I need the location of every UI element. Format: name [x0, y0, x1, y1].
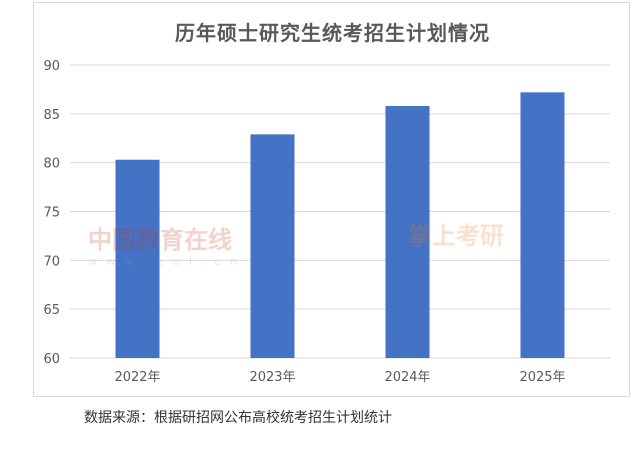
x-tick-label: 2024年 — [384, 370, 430, 385]
y-tick-label: 80 — [43, 157, 60, 172]
x-tick-label: 2023年 — [249, 370, 295, 385]
x-tick-label: 2025年 — [519, 370, 565, 385]
y-tick-label: 90 — [43, 59, 60, 74]
y-tick-label: 70 — [43, 254, 60, 269]
source-note: 数据来源：根据研招网公布高校统考招生计划统计 — [84, 410, 392, 426]
bar — [115, 159, 160, 358]
bar — [385, 106, 430, 359]
y-axis-ticks: 60 65 70 75 80 85 90 — [43, 59, 60, 367]
y-tick-label: 65 — [43, 303, 60, 318]
y-tick-label: 85 — [43, 108, 60, 123]
x-tick-label: 2022年 — [114, 370, 160, 385]
x-axis-ticks: 2022年 2023年 2024年 2025年 — [114, 370, 565, 385]
bar — [520, 92, 565, 358]
y-tick-label: 60 — [43, 352, 60, 367]
chart-title: 历年硕士研究生统考招生计划情况 — [175, 21, 490, 45]
y-tick-label: 75 — [43, 206, 60, 221]
bar — [250, 134, 295, 358]
bars — [115, 92, 565, 359]
gridlines — [70, 64, 610, 359]
